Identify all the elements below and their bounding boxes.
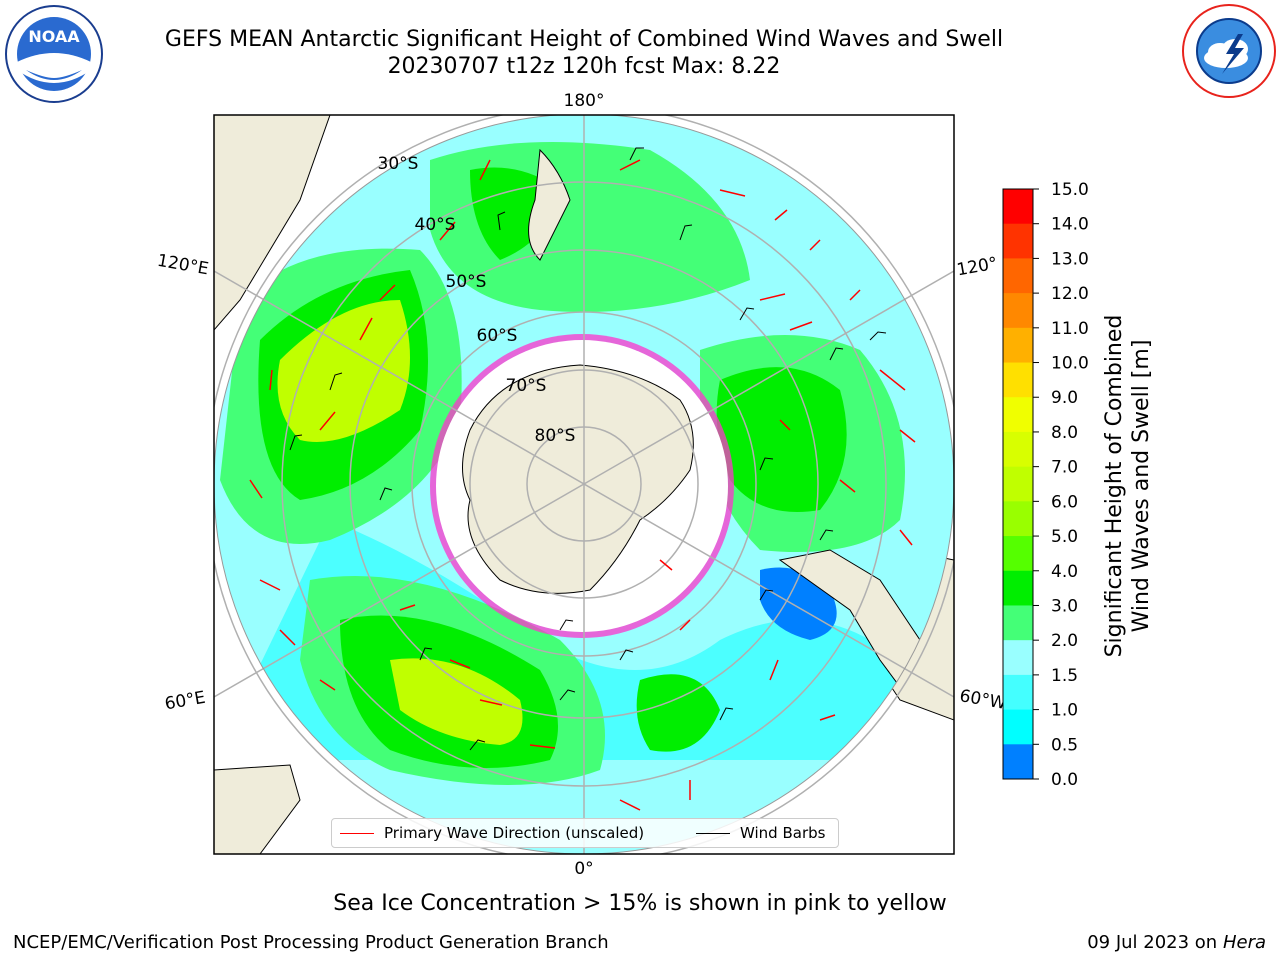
colorbar-segment xyxy=(1003,431,1033,468)
wave-region-atlantic-peak xyxy=(390,658,523,745)
legend-wind-label: Wind Barbs xyxy=(740,824,826,842)
colorbar-segment xyxy=(1003,293,1033,329)
map-legend: Primary Wave Direction (unscaled) Wind B… xyxy=(331,818,839,848)
colorbar-title-line1: Significant Height of Combined xyxy=(1102,314,1127,658)
australia-land xyxy=(214,115,331,331)
colorbar-segment xyxy=(1003,605,1033,641)
colorbar-tick-label: 1.0 xyxy=(1051,701,1078,721)
legend-wave-label: Primary Wave Direction (unscaled) xyxy=(384,824,645,842)
colorbar-tick-label: 5.0 xyxy=(1051,527,1078,547)
legend-wind-line xyxy=(696,833,730,834)
colorbar-segment xyxy=(1003,327,1033,364)
colorbar-segment xyxy=(1003,223,1033,259)
graticule xyxy=(214,115,954,854)
legend-wind-barbs: Wind Barbs xyxy=(696,824,825,842)
colorbar-segments xyxy=(1003,189,1033,780)
africa-land xyxy=(214,764,301,854)
footer-date-text: 09 Jul 2023 on xyxy=(1087,932,1218,953)
colorbar-segment xyxy=(1003,709,1033,745)
lat-label-40s: 40°S xyxy=(415,215,456,235)
colorbar-segment xyxy=(1003,258,1033,294)
colorbar-segment xyxy=(1003,640,1033,676)
lat-label-70s: 70°S xyxy=(506,376,547,396)
colorbar-segment xyxy=(1003,674,1033,711)
colorbar-segment xyxy=(1003,570,1033,606)
legend-wave-direction: Primary Wave Direction (unscaled) xyxy=(340,824,644,842)
colorbar-title-line2: Wind Waves and Swell [m] xyxy=(1129,339,1154,633)
colorbar-segment xyxy=(1003,744,1033,780)
colorbar-tick-label: 8.0 xyxy=(1051,423,1078,443)
colorbar-tick-label: 2.0 xyxy=(1051,631,1078,651)
footer-org: NCEP/EMC/Verification Post Processing Pr… xyxy=(13,932,609,953)
lat-label-50s: 50°S xyxy=(446,272,487,292)
chart-title: GEFS MEAN Antarctic Significant Height o… xyxy=(164,27,1004,52)
colorbar-segment xyxy=(1003,189,1033,225)
new-zealand-land xyxy=(528,148,571,261)
noaa-logo: NOAA xyxy=(5,5,103,103)
map-frame xyxy=(213,114,955,855)
legend-wave-line xyxy=(340,833,374,834)
colorbar-tick-label: 11.0 xyxy=(1051,319,1089,339)
colorbar-ticks: 15.0 14.0 13.0 12.0 11.0 10.0 9.0 8.0 7.0 6.0 5.0 4… xyxy=(1033,180,1089,790)
colorbar-tick-label: 0.0 xyxy=(1051,770,1078,790)
lat-label-60s: 60°S xyxy=(477,326,518,346)
colorbar-tick-label: 9.0 xyxy=(1051,388,1078,408)
nws-logo xyxy=(1182,4,1276,98)
colorbar-segment xyxy=(1003,536,1033,572)
lat-label-30s: 30°S xyxy=(378,154,419,174)
colorbar-segment xyxy=(1003,397,1033,433)
colorbar-tick-label: 7.0 xyxy=(1051,458,1078,478)
colorbar-segment xyxy=(1003,362,1033,398)
colorbar-title: Significant Height of Combined Wind Wave… xyxy=(1101,286,1155,686)
colorbar-tick-label: 3.0 xyxy=(1051,596,1078,616)
colorbar-tick-label: 4.0 xyxy=(1051,562,1078,582)
lon-label-180: 180° xyxy=(564,91,605,111)
forecast-subtitle: 20230707 t12z 120h fcst Max: 8.22 xyxy=(387,54,781,79)
antarctica-land xyxy=(462,364,694,594)
lon-label-0: 0° xyxy=(574,859,593,879)
wind-barbs xyxy=(289,147,887,751)
colorbar-tick-label: 12.0 xyxy=(1051,284,1089,304)
wave-region-indian-peak xyxy=(277,300,410,442)
colorbar-tick-label: 13.0 xyxy=(1051,249,1089,269)
colorbar-tick-label: 0.5 xyxy=(1051,735,1078,755)
sea-ice-caption: Sea Ice Concentration > 15% is shown in … xyxy=(333,891,947,916)
footer-machine: Hera xyxy=(1222,932,1266,953)
colorbar-segment xyxy=(1003,466,1033,502)
colorbar-segment xyxy=(1003,501,1033,537)
wave-direction-arrows xyxy=(249,159,916,811)
colorbar-tick-label: 6.0 xyxy=(1051,492,1078,512)
colorbar-tick-label: 10.0 xyxy=(1051,354,1089,374)
colorbar-tick-label: 15.0 xyxy=(1051,180,1089,200)
colorbar-frame xyxy=(1002,188,1034,780)
lat-label-80s: 80°S xyxy=(535,426,576,446)
footer-date: 09 Jul 2023 on Hera xyxy=(1087,932,1266,953)
noaa-logo-text: NOAA xyxy=(28,27,80,46)
colorbar-tick-label: 14.0 xyxy=(1051,215,1089,235)
colorbar-tick-label: 1.5 xyxy=(1051,666,1078,686)
